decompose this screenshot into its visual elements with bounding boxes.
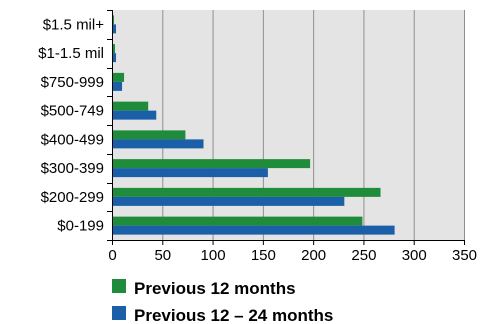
- bar-previous-12-24-months-200-299: [112, 196, 345, 206]
- x-tick-label-150: 150: [251, 247, 276, 264]
- bar-previous-12-24-months-1-5-mil: [112, 24, 117, 34]
- bar-previous-12-24-months-500-749: [112, 110, 157, 120]
- y-tick-label-1-5-mil: $1.5 mil+: [43, 16, 105, 33]
- y-tick-label-1-1-5-mil: $1-1.5 mil: [38, 45, 104, 62]
- bar-previous-12-24-months-1-1-5-mil: [112, 53, 117, 63]
- plot-area: $1.5 mil+ $1-1.5 mil $750-999 $500-749 $400-…: [38, 10, 477, 264]
- y-tick-label-400-499: $400-499: [41, 131, 104, 148]
- bar-previous-12-24-months-300-399: [112, 168, 268, 178]
- bar-previous-12-24-months-750-999: [112, 81, 123, 91]
- bar-previous-12-months-500-749: [112, 101, 149, 111]
- x-tick-label-50: 50: [154, 247, 171, 264]
- x-tick-label-0: 0: [108, 247, 116, 264]
- legend-item-previous-12-24-months: Previous 12 – 24 months: [112, 306, 333, 324]
- x-tick-label-350: 350: [452, 247, 477, 264]
- bar-previous-12-months-200-299: [112, 187, 381, 197]
- bar-previous-12-months-750-999: [112, 72, 125, 82]
- y-tick-label-0-199: $0-199: [57, 218, 104, 235]
- y-tick-label-750-999: $750-999: [41, 74, 104, 91]
- bar-previous-12-months-300-399: [112, 159, 311, 169]
- y-tick-label-500-749: $500-749: [41, 103, 104, 120]
- y-tick-label-300-399: $300-399: [41, 160, 104, 177]
- y-tick-label-200-299: $200-299: [41, 189, 104, 206]
- bar-previous-12-months-0-199: [112, 216, 363, 226]
- x-tick-label-250: 250: [351, 247, 376, 264]
- bar-previous-12-months-400-499: [112, 130, 186, 140]
- x-tick-label-300: 300: [402, 247, 427, 264]
- bar-previous-12-24-months-400-499: [112, 139, 204, 149]
- bar-previous-12-months-1-1-5-mil: [112, 44, 116, 54]
- legend-label-previous-12-months: Previous 12 months: [134, 279, 296, 298]
- bar-previous-12-24-months-0-199: [112, 225, 395, 235]
- legend-swatch-previous-12-months: [112, 279, 126, 293]
- legend-item-previous-12-months: Previous 12 months: [112, 279, 296, 298]
- legend-label-previous-12-24-months: Previous 12 – 24 months: [134, 306, 333, 324]
- bar-previous-12-months-1-5-mil: [112, 15, 115, 25]
- x-tick-label-200: 200: [301, 247, 326, 264]
- legend: Previous 12 months Previous 12 – 24 mont…: [112, 279, 333, 324]
- legend-swatch-previous-12-24-months: [112, 306, 126, 320]
- x-tick-label-100: 100: [201, 247, 226, 264]
